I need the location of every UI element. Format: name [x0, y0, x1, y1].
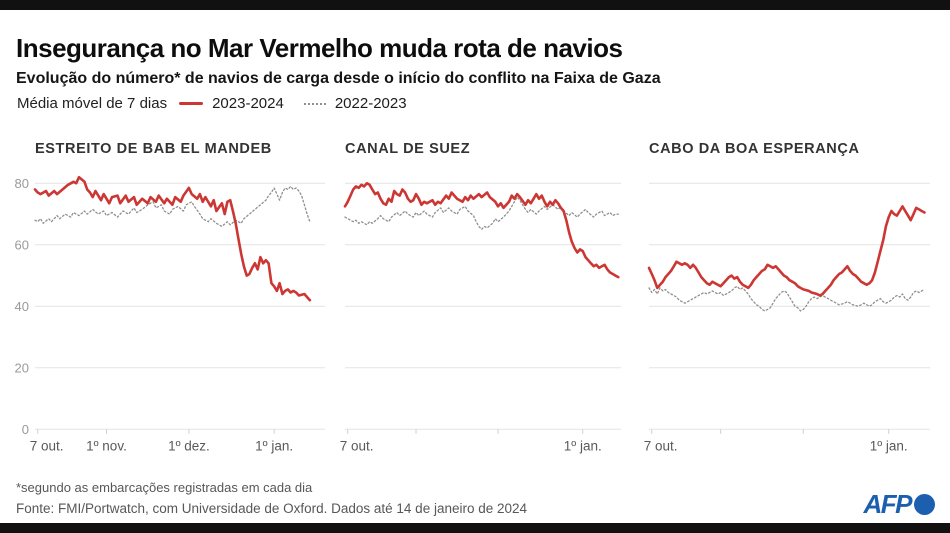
x-axis-label: 7 out.	[340, 438, 374, 453]
chart-cabo-boa-esperanca: CABO DA BOA ESPERANÇA 7 out. 1º jan.	[644, 141, 930, 463]
page-subtitle: Evolução do número* de navios de carga d…	[16, 70, 661, 88]
legend-series-2023-2024: 2023-2024	[212, 95, 284, 112]
source-line: Fonte: FMI/Portwatch, com Universidade d…	[16, 501, 528, 516]
y-axis-label-0: 0	[22, 422, 29, 437]
line-2022-2023	[648, 285, 926, 312]
bottom-black-bar	[0, 523, 950, 533]
chart-canal-de-suez: CANAL DE SUEZ 7 out. 1º jan.	[340, 141, 621, 463]
line-2022-2023	[34, 185, 311, 228]
footnote: *segundo as embarcações registradas em c…	[16, 480, 313, 495]
afp-logo-circle-icon	[914, 493, 935, 515]
x-axis-label: 7 out.	[644, 438, 678, 453]
chart-canvas: 0 20 40 60 80 7 out. 1º nov. 1º dez. 1º jan.	[15, 175, 325, 453]
legend: Média móvel de 7 dias 2023-2024 2022-202…	[17, 95, 407, 112]
legend-dotted-line-swatch	[303, 102, 326, 105]
line-2023-2024	[343, 182, 620, 279]
chart-title: CANAL DE SUEZ	[345, 141, 471, 157]
y-axis-label-20: 20	[15, 360, 29, 375]
legend-solid-line-swatch	[179, 102, 204, 105]
legend-label: Média móvel de 7 dias	[17, 95, 168, 112]
y-axis-label-80: 80	[15, 176, 29, 191]
page-title: Insegurança no Mar Vermelho muda rota de…	[16, 33, 623, 64]
chart-bab-el-mandeb: ESTREITO DE BAB EL MANDEB 0 20 40 60 80 7 out…	[15, 141, 325, 463]
line-2023-2024	[33, 175, 312, 302]
x-axis-label: 1º jan.	[564, 438, 602, 453]
x-axis-label: 1º jan.	[870, 438, 908, 453]
chart-title: ESTREITO DE BAB EL MANDEB	[35, 141, 272, 157]
chart-canvas: 7 out. 1º jan.	[340, 182, 621, 453]
line-2023-2024	[647, 205, 926, 297]
legend-series-2022-2023: 2022-2023	[334, 95, 407, 112]
top-black-bar	[0, 0, 950, 10]
afp-logo: AFP	[863, 489, 935, 519]
chart-canvas: 7 out. 1º jan.	[644, 182, 930, 453]
y-axis-label-60: 60	[15, 237, 29, 252]
x-axis-label: 1º nov.	[86, 438, 127, 453]
afp-logo-text: AFP	[863, 489, 913, 519]
y-axis-label-40: 40	[15, 299, 29, 314]
x-axis-label: 1º dez.	[168, 438, 210, 453]
chart-title: CABO DA BOA ESPERANÇA	[649, 141, 860, 157]
x-axis-label: 7 out.	[30, 438, 64, 453]
line-2022-2023	[344, 196, 619, 231]
x-axis-label: 1º jan.	[255, 438, 293, 453]
